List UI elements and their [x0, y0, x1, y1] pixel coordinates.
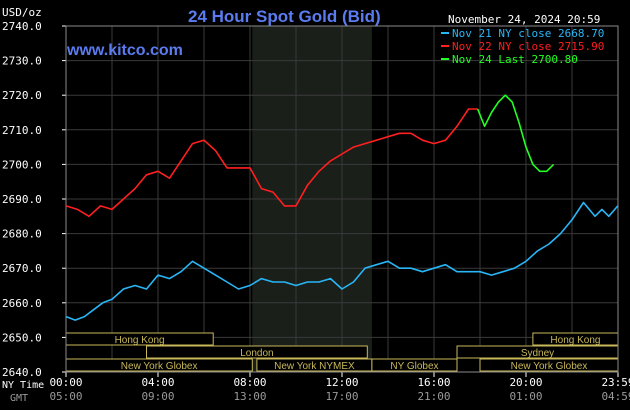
market-session-label: New York Globex [121, 361, 198, 372]
x-tick-label-gmt: 09:00 [141, 390, 174, 403]
x-tick-label-ny: 00:00 [49, 376, 82, 389]
x-tick-label-gmt: 13:00 [233, 390, 266, 403]
y-tick-label: 2740.0 [2, 20, 42, 33]
y-tick-label: 2700.0 [2, 158, 42, 171]
x-axis-label-gmt: GMT [10, 393, 28, 404]
market-sessions: Hong Kong Hong Kong London Sydney New York G… [65, 332, 619, 372]
series-lines [65, 94, 619, 321]
x-tick-label-ny: 08:00 [233, 376, 266, 389]
market-session-label: London [240, 348, 273, 359]
series-line-nov-21 [65, 201, 619, 321]
x-tick-label-ny: 20:00 [509, 376, 542, 389]
legend-entry: Nov 21 NY close 2668.70 [452, 27, 604, 40]
x-tick-label-gmt: 21:00 [417, 390, 450, 403]
x-tick-label-gmt: 17:00 [325, 390, 358, 403]
series-line-nov-24 [476, 94, 555, 173]
market-session-label: New York Globex [511, 361, 588, 372]
market-session-label: Sydney [521, 348, 554, 359]
plot-frame [65, 25, 619, 373]
market-session-label: New York NYMEX [274, 361, 355, 372]
chart-title: 24 Hour Spot Gold (Bid) [188, 7, 381, 26]
y-tick-label: 2710.0 [2, 124, 42, 137]
market-session-bar [371, 358, 458, 372]
y-tick-label: 2650.0 [2, 331, 42, 344]
plot-area [65, 25, 619, 373]
y-tick-label: 2660.0 [2, 297, 42, 310]
market-session-label: NY Globex [390, 361, 438, 372]
x-tick-label-ny: 16:00 [417, 376, 450, 389]
y-tick-label: 2690.0 [2, 193, 42, 206]
y-axis-unit: USD/oz [2, 6, 42, 19]
market-session-label: Hong Kong [115, 335, 165, 346]
y-tick-label: 2730.0 [2, 55, 42, 68]
legend-entry: Nov 24 Last 2700.80 [452, 53, 578, 66]
x-axis-label-ny: NY Time [2, 380, 44, 391]
x-tick-label-gmt: 01:00 [509, 390, 542, 403]
series-line-nov-22 [65, 108, 478, 218]
market-session-label: Hong Kong [550, 335, 600, 346]
x-tick-label-gmt: 04:59 [601, 390, 630, 403]
website-label: www.kitco.com [66, 42, 183, 59]
axes: 2740.0 2730.0 2720.0 2710.0 2700.0 2690.0 2680… [2, 20, 630, 404]
x-tick-label-gmt: 05:00 [49, 390, 82, 403]
x-tick-label-ny: 23:59 [601, 376, 630, 389]
y-tick-label: 2720.0 [2, 89, 42, 102]
y-tick-label: 2680.0 [2, 228, 42, 241]
market-session-bar [146, 345, 368, 359]
y-tick-label: 2670.0 [2, 262, 42, 275]
chart-date: November 24, 2024 20:59 [448, 13, 600, 26]
x-tick-label-ny: 12:00 [325, 376, 358, 389]
x-tick-label-ny: 04:00 [141, 376, 174, 389]
y-tick-label: 2640.0 [2, 366, 42, 379]
legend-entry: Nov 22 NY close 2715.90 [452, 40, 604, 53]
